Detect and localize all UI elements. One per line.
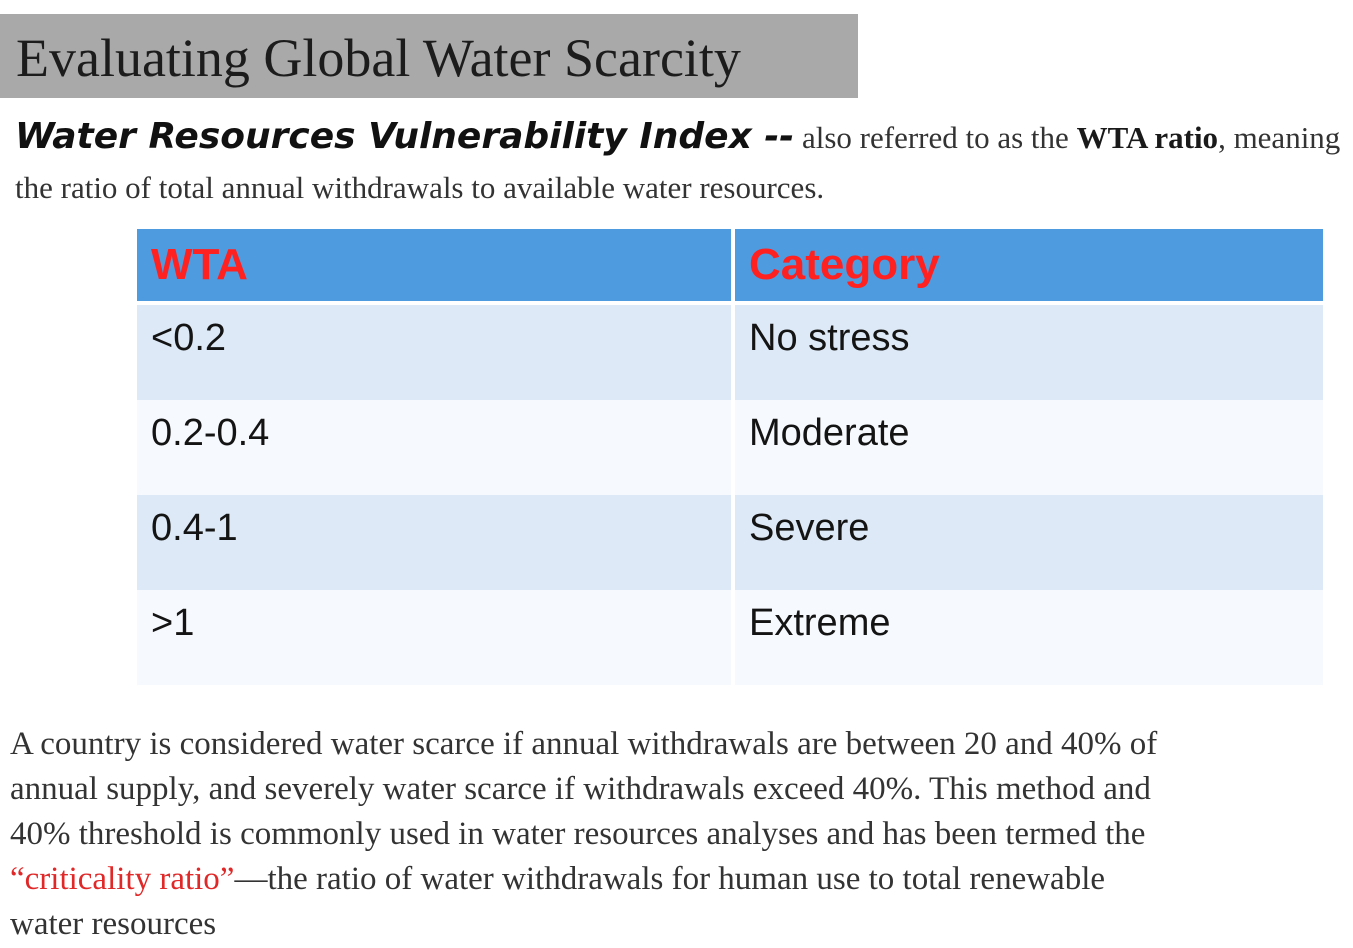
cell-wta: <0.2: [137, 305, 735, 400]
wta-category-table: WTA Category <0.2 No stress 0.2-0.4 Mode…: [137, 229, 1323, 685]
cell-category: Severe: [735, 495, 1323, 590]
wta-ratio-label: WTA ratio: [1076, 120, 1219, 155]
table-header-row: WTA Category: [137, 229, 1323, 305]
footer-paragraph: A country is considered water scarce if …: [10, 722, 1170, 947]
intro-text-2: , meaning the ratio of total annual with…: [15, 120, 1341, 205]
cell-category: Extreme: [735, 590, 1323, 685]
table-row: >1 Extreme: [137, 590, 1323, 685]
header-category: Category: [735, 229, 1323, 305]
cell-category: No stress: [735, 305, 1323, 400]
table-row: 0.4-1 Severe: [137, 495, 1323, 590]
cell-wta: 0.4-1: [137, 495, 735, 590]
intro-text-1: also referred to as the: [794, 120, 1077, 155]
cell-category: Moderate: [735, 400, 1323, 495]
slide-title: Evaluating Global Water Scarcity: [16, 28, 741, 88]
cell-wta: >1: [137, 590, 735, 685]
footer-text-1: A country is considered water scarce if …: [10, 726, 1158, 852]
table-row: 0.2-0.4 Moderate: [137, 400, 1323, 495]
index-name: Water Resources Vulnerability Index --: [15, 116, 795, 157]
header-wta: WTA: [137, 229, 735, 305]
intro-paragraph: Water Resources Vulnerability Index -- a…: [15, 112, 1345, 213]
criticality-ratio-highlight: “criticality ratio”: [10, 861, 235, 897]
title-bar: [0, 14, 858, 98]
footer-text-2: —the ratio of water withdrawals for huma…: [10, 861, 1106, 942]
cell-wta: 0.2-0.4: [137, 400, 735, 495]
table-row: <0.2 No stress: [137, 305, 1323, 400]
